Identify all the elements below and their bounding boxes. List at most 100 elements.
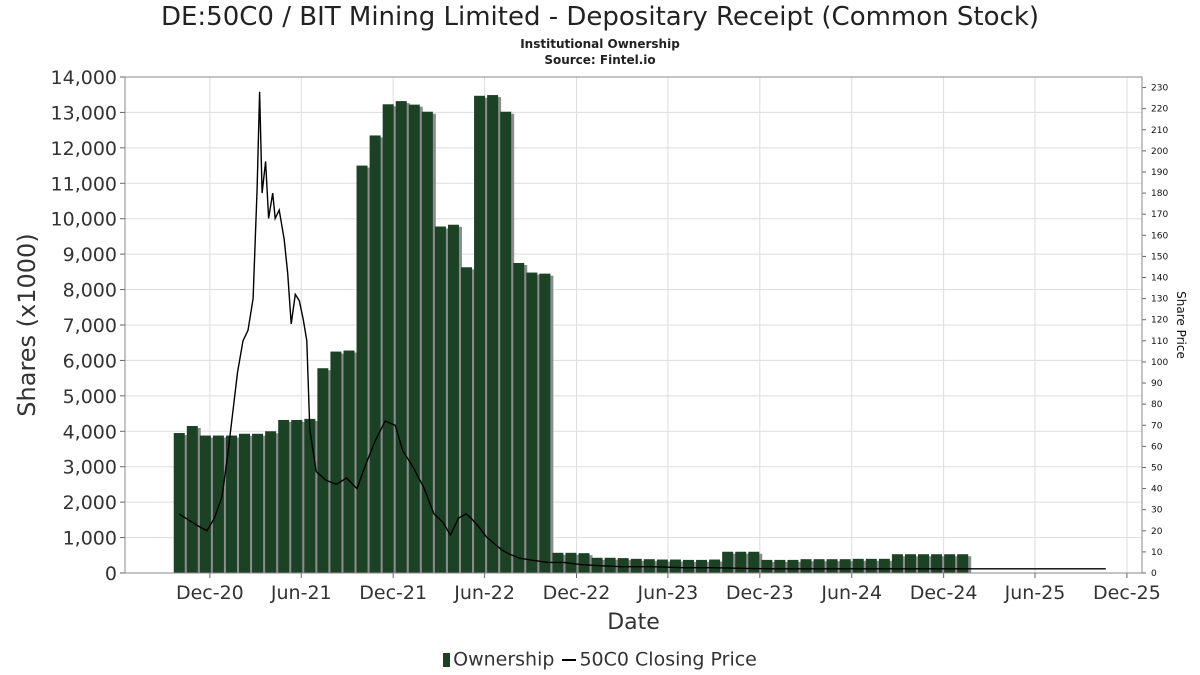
legend-ownership-swatch [443,652,451,667]
ownership-bar [278,419,290,573]
chart-legend: Ownership 50C0 Closing Price [0,648,1200,671]
ownership-bar [931,554,943,573]
x-tick-label: Jun-22 [453,582,515,604]
y2-tick-label: 220 [1151,105,1168,115]
legend-price-swatch [562,658,577,661]
ownership-bar [317,368,329,573]
y2-tick-label: 160 [1151,231,1168,241]
y-tick-label: 6,000 [63,350,117,372]
ownership-bar [304,418,316,573]
y2-axis-title: Share Price [1174,291,1188,359]
x-tick-label: Jun-23 [637,582,699,604]
ownership-bar [865,558,877,573]
ownership-bar [578,553,590,573]
y2-tick-label: 10 [1151,548,1163,558]
y2-tick-label: 80 [1151,400,1163,410]
y2-tick-label: 70 [1151,421,1163,431]
ownership-bar [918,554,930,573]
x-tick-label: Dec-20 [176,582,244,604]
ownership-bar [656,559,668,573]
y2-tick-label: 150 [1151,252,1168,262]
ownership-bar [944,554,956,573]
y-tick-label: 0 [105,563,117,585]
ownership-bar [904,554,916,573]
y2-tick-label: 100 [1151,358,1168,368]
ownership-bar [265,431,277,573]
ownership-bar [891,554,903,573]
y-tick-label: 10,000 [51,209,117,231]
y-axis-title: Shares (x1000) [13,233,41,416]
ownership-bar [682,559,694,573]
ownership-bar [787,559,799,573]
y2-tick-label: 170 [1151,210,1168,220]
ownership-bar [291,419,303,573]
ownership-bar [421,111,433,573]
ownership-bar [539,273,551,573]
y-tick-label: 1,000 [63,528,117,550]
ownership-bar [878,558,890,573]
y-tick-label: 5,000 [63,386,117,408]
ownership-bar [500,111,512,573]
legend-price-label: 50C0 Closing Price [579,648,757,671]
ownership-bar [212,435,224,573]
ownership-bar [343,350,355,573]
ownership-bar [199,435,211,573]
y2-tick-label: 30 [1151,506,1163,516]
x-tick-label: Jun-25 [1004,582,1066,604]
x-tick-label: Dec-22 [543,582,611,604]
ownership-bar [826,559,838,573]
x-tick-label: Dec-21 [359,582,427,604]
ownership-bar [526,272,538,573]
y-tick-label: 11,000 [51,173,117,195]
y-tick-label: 7,000 [63,315,117,337]
x-axis-title: Date [607,610,660,635]
y2-tick-label: 120 [1151,316,1168,326]
ownership-bar [761,559,773,573]
x-tick-label: Jun-21 [270,582,332,604]
x-tick-label: Dec-24 [910,582,978,604]
ownership-bar [800,559,812,573]
ownership-bar [722,551,734,573]
ownership-bar [408,104,420,574]
ownership-bar [252,433,264,573]
y-tick-label: 13,000 [51,102,117,124]
ownership-bar [774,559,786,573]
source-line: Source: Fintel.io [544,53,656,67]
ownership-bar [709,559,721,573]
ownership-bar [617,558,629,573]
y2-tick-label: 140 [1151,274,1168,284]
y-tick-label: 9,000 [63,244,117,266]
y2-tick-label: 180 [1151,189,1168,199]
ownership-bar [330,351,342,573]
ownership-bar [513,263,525,573]
ownership-bar [957,554,969,573]
ownership-bar [369,135,381,573]
legend-ownership-label: Ownership [453,648,555,671]
ownership-bar [395,101,407,573]
x-tick-label: Dec-25 [1093,582,1161,604]
y2-tick-label: 0 [1151,569,1157,579]
y-tick-label: 3,000 [63,457,117,479]
ownership-bar [696,559,708,573]
y2-tick-label: 230 [1151,84,1168,94]
ownership-bar [487,95,499,573]
ownership-bar [382,104,394,573]
plot-frame [124,76,1143,574]
x-tick-label: Jun-24 [820,582,882,604]
ownership-bar [813,559,825,573]
subtitle-line: Institutional Ownership [520,37,680,51]
ownership-bar [630,558,642,573]
ownership-bar [735,551,747,573]
price-line [178,91,1106,570]
y2-tick-label: 60 [1151,442,1163,452]
ownership-bar [839,559,851,573]
ownership-bar [356,165,368,574]
y2-tick-label: 200 [1151,147,1168,157]
ownership-bar [447,224,459,574]
y2-tick-label: 210 [1151,126,1168,136]
y2-tick-label: 130 [1151,295,1168,305]
y2-tick-label: 190 [1151,168,1168,178]
ownership-bar [852,558,864,573]
ownership-bar [461,267,473,573]
